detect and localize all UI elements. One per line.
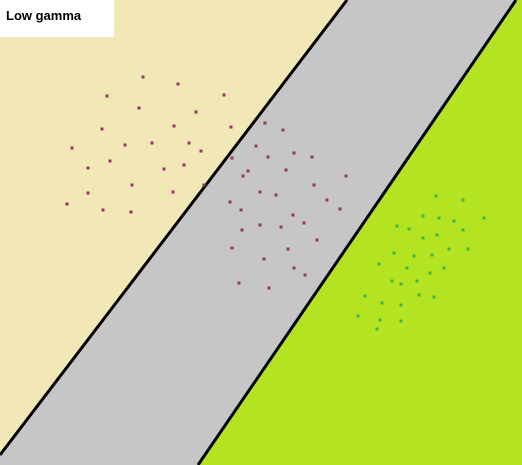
class-b-point [452, 219, 456, 223]
class-a-point [171, 190, 175, 194]
class-a-point [344, 174, 348, 178]
class-b-point [390, 279, 394, 283]
class-b-point [435, 233, 439, 237]
class-a-point [258, 190, 262, 194]
class-b-point [399, 303, 403, 307]
class-a-point [229, 125, 233, 129]
class-a-point [65, 202, 69, 206]
class-a-point [241, 174, 245, 178]
class-a-point [302, 221, 306, 225]
class-b-point [442, 266, 446, 270]
class-b-point [363, 294, 367, 298]
class-a-point [162, 167, 166, 171]
class-a-point [315, 238, 319, 242]
class-b-point [399, 282, 403, 286]
class-a-point [284, 168, 288, 172]
class-b-point [399, 319, 403, 323]
class-a-point [182, 163, 186, 167]
class-b-point [392, 251, 396, 255]
class-a-point [262, 257, 266, 261]
class-b-point [421, 236, 425, 240]
class-b-point [466, 247, 470, 251]
class-a-point [254, 144, 258, 148]
class-a-point [150, 141, 154, 145]
class-a-point [325, 198, 329, 202]
class-b-point [415, 279, 419, 283]
class-a-region [0, 0, 347, 465]
class-a-point [274, 193, 278, 197]
class-a-point [137, 106, 141, 110]
class-a-point [263, 121, 267, 125]
class-a-point [202, 183, 206, 187]
class-a-point [291, 213, 295, 217]
class-a-point [130, 183, 134, 187]
class-b-point [437, 216, 441, 220]
class-b-points [356, 194, 486, 331]
class-a-point [194, 110, 198, 114]
class-a-point [100, 127, 104, 131]
class-a-point [172, 124, 176, 128]
class-a-point [286, 247, 290, 251]
class-a-point [187, 141, 191, 145]
class-b-point [430, 253, 434, 257]
class-a-point [199, 149, 203, 153]
class-a-point [246, 169, 250, 173]
class-a-point [239, 208, 243, 212]
class-a-point [86, 191, 90, 195]
class-b-point [434, 194, 438, 198]
class-a-point [312, 183, 316, 187]
decision-boundary-line-right [196, 0, 518, 465]
class-b-point [380, 301, 384, 305]
class-b-point [405, 266, 409, 270]
class-a-point [240, 228, 244, 232]
class-a-point [86, 166, 90, 170]
class-a-point [129, 210, 133, 214]
class-b-point [432, 295, 436, 299]
class-b-point [428, 271, 432, 275]
class-b-point [461, 198, 465, 202]
class-b-point [375, 327, 379, 331]
class-b-point [378, 318, 382, 322]
class-b-point [395, 224, 399, 228]
class-a-point [281, 128, 285, 132]
class-a-point [105, 94, 109, 98]
class-a-point [292, 151, 296, 155]
class-b-point [421, 214, 425, 218]
class-a-point [108, 159, 112, 163]
class-a-point [230, 156, 234, 160]
class-a-point [176, 82, 180, 86]
class-b-point [377, 262, 381, 266]
class-a-point [266, 155, 270, 159]
class-a-point [141, 75, 145, 79]
decision-boundary-line-left [0, 0, 349, 456]
plot-title: Low gamma [6, 8, 82, 23]
class-b-point [412, 254, 416, 258]
class-a-point [228, 200, 232, 204]
class-b-point [356, 314, 360, 318]
class-b-point [461, 228, 465, 232]
class-a-point [70, 146, 74, 150]
class-a-point [123, 143, 127, 147]
class-a-point [237, 281, 241, 285]
class-a-point [258, 223, 262, 227]
class-a-point [303, 273, 307, 277]
class-a-point [310, 155, 314, 159]
class-b-point [417, 293, 421, 297]
class-a-point [279, 225, 283, 229]
class-b-point [447, 247, 451, 251]
title-box: Low gamma [0, 0, 114, 37]
class-b-point [482, 216, 486, 220]
class-a-point [230, 246, 234, 250]
class-a-point [292, 266, 296, 270]
class-a-point [338, 207, 342, 211]
class-a-points [65, 75, 348, 290]
class-a-point [222, 93, 226, 97]
class-b-point [407, 227, 411, 231]
class-a-point [101, 208, 105, 212]
class-a-point [267, 286, 271, 290]
